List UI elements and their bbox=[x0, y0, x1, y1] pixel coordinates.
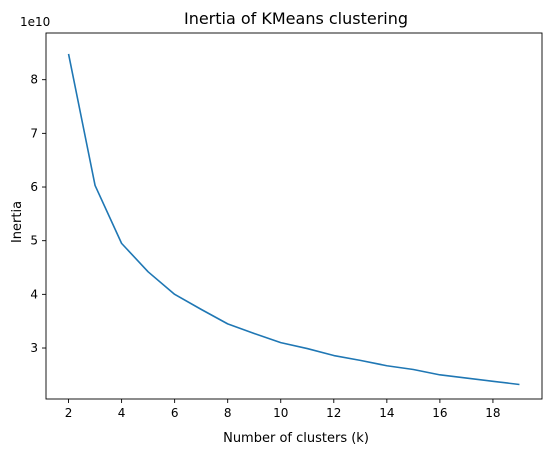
x-tick-label: 12 bbox=[326, 406, 341, 420]
y-tick-label: 4 bbox=[30, 287, 38, 301]
x-tick-label: 14 bbox=[379, 406, 394, 420]
y-axis-label: Inertia bbox=[10, 201, 25, 243]
y-tick-label: 8 bbox=[30, 73, 38, 87]
chart-title: Inertia of KMeans clustering bbox=[184, 9, 408, 28]
x-tick-label: 18 bbox=[485, 406, 500, 420]
x-tick-label: 8 bbox=[224, 406, 232, 420]
x-tick-label: 4 bbox=[118, 406, 126, 420]
plot-area: 2 4 6 8 10 12 14 16 18 3 4 5 6 7 8 bbox=[30, 33, 542, 420]
x-tick-label: 2 bbox=[65, 406, 73, 420]
y-tick-label: 5 bbox=[30, 234, 38, 248]
x-axis-label: Number of clusters (k) bbox=[223, 431, 369, 446]
inertia-line bbox=[69, 54, 520, 385]
plot-frame bbox=[46, 33, 542, 399]
y-tick-label: 7 bbox=[30, 126, 38, 140]
y-offset-label: 1e10 bbox=[20, 15, 50, 29]
x-tick-label: 16 bbox=[432, 406, 447, 420]
y-tick-label: 6 bbox=[30, 180, 38, 194]
x-tick-label: 10 bbox=[273, 406, 288, 420]
x-tick-label: 6 bbox=[171, 406, 179, 420]
y-tick-label: 3 bbox=[30, 341, 38, 355]
